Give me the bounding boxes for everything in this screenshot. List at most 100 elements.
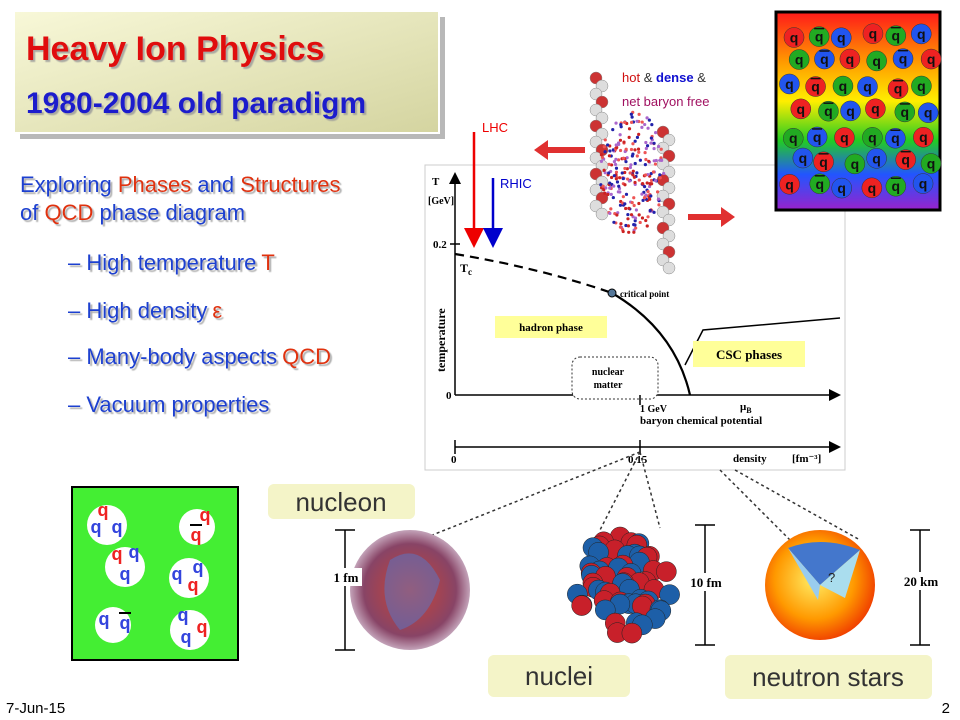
- transition-line: [611, 292, 692, 396]
- particle: [644, 193, 648, 197]
- particle: [644, 146, 648, 151]
- nuclear-label: matter: [594, 380, 623, 391]
- particle: [628, 171, 632, 175]
- particle: [607, 154, 612, 158]
- particle: [600, 155, 605, 159]
- quark-label: q: [819, 154, 828, 170]
- quark-label: q: [868, 180, 877, 196]
- quark: [779, 174, 800, 195]
- particle: [648, 208, 652, 213]
- particle: [643, 162, 647, 167]
- particle: [643, 173, 648, 177]
- note-word: &: [697, 70, 706, 85]
- particle: [616, 141, 621, 145]
- particle: [609, 175, 614, 180]
- particle: [614, 166, 619, 170]
- particle: [627, 135, 631, 139]
- quark-label: q: [815, 29, 824, 45]
- quark: [844, 153, 866, 175]
- tc-label: Tc: [460, 261, 472, 277]
- footer-date: 7-Jun-15: [6, 700, 65, 717]
- hadron: [179, 509, 215, 545]
- particle: [645, 224, 649, 228]
- collision-note: hot & dense &: [622, 70, 706, 85]
- quark-label: q: [790, 29, 799, 45]
- particle: [660, 158, 664, 162]
- crossover-line: [454, 252, 613, 295]
- star-core: ?: [828, 570, 835, 585]
- nucleon-ball: [571, 595, 592, 616]
- hadron-quark: q: [200, 505, 211, 525]
- quark-label: q: [824, 103, 833, 119]
- quark-label: q: [869, 26, 878, 42]
- quark: [911, 75, 932, 97]
- particle: [624, 192, 629, 196]
- particle: [650, 122, 654, 127]
- particle: [632, 222, 636, 227]
- quark: [920, 153, 942, 174]
- neutron-stars-label-box: [725, 655, 932, 699]
- particle: [614, 157, 618, 161]
- particle: [662, 171, 666, 176]
- collision-note: net baryon free: [622, 94, 709, 109]
- y-tick-label: 0.2: [433, 239, 447, 251]
- guide-line: [639, 451, 661, 529]
- collision-image: [589, 71, 676, 275]
- particle: [603, 191, 607, 195]
- intro-word: Structures: [240, 172, 340, 197]
- particle: [637, 150, 641, 154]
- particle: [618, 148, 623, 153]
- quark-label: q: [924, 105, 933, 121]
- hadron-phase-label: hadron phase: [519, 322, 583, 334]
- particle: [603, 150, 607, 154]
- particle: [620, 171, 624, 175]
- particle: [612, 174, 616, 178]
- particle: [634, 208, 638, 212]
- particle: [649, 178, 654, 183]
- particle: [651, 170, 656, 174]
- hadron: [170, 610, 210, 650]
- hadron-quark: q: [197, 617, 208, 637]
- nucleon-spot: [384, 553, 440, 630]
- particle: [644, 218, 648, 223]
- quark: [885, 175, 907, 197]
- particle: [637, 201, 641, 206]
- nuclear-matter-box: [571, 356, 659, 400]
- quark: [809, 173, 831, 195]
- particle: [637, 132, 641, 136]
- particle: [614, 177, 618, 181]
- particle: [607, 162, 611, 166]
- hadron-quark: q: [193, 557, 204, 577]
- quark: [834, 127, 855, 148]
- quark: [832, 75, 854, 97]
- particle: [615, 180, 620, 184]
- particle: [617, 184, 621, 188]
- quark: [866, 50, 887, 72]
- bullet: – Many-body aspects QCD: [68, 344, 331, 369]
- quark: [808, 26, 830, 47]
- hadron-quark: q: [112, 517, 123, 537]
- particle: [601, 184, 605, 188]
- particle: [652, 210, 656, 214]
- particle: [629, 120, 634, 124]
- particle: [608, 211, 612, 215]
- bullet: – High density ε: [68, 298, 222, 323]
- quark: [813, 151, 834, 173]
- particle: [631, 169, 635, 173]
- mu-label: μB: [740, 401, 752, 415]
- particle: [635, 135, 640, 139]
- intro-line: Exploring Phases and Structures: [20, 172, 340, 197]
- particle: [624, 223, 628, 228]
- particle: [623, 170, 627, 175]
- particle: [647, 118, 651, 122]
- quark-label: q: [927, 156, 936, 172]
- hadron-quark: q: [120, 613, 131, 633]
- tc-sub: c: [468, 267, 472, 277]
- quark: [779, 73, 800, 95]
- quark: [788, 49, 810, 70]
- bullet-part: QCD: [282, 344, 331, 369]
- nucleon-label-box: [268, 484, 415, 519]
- particle: [627, 230, 631, 234]
- nuclei-label-box: [488, 655, 630, 697]
